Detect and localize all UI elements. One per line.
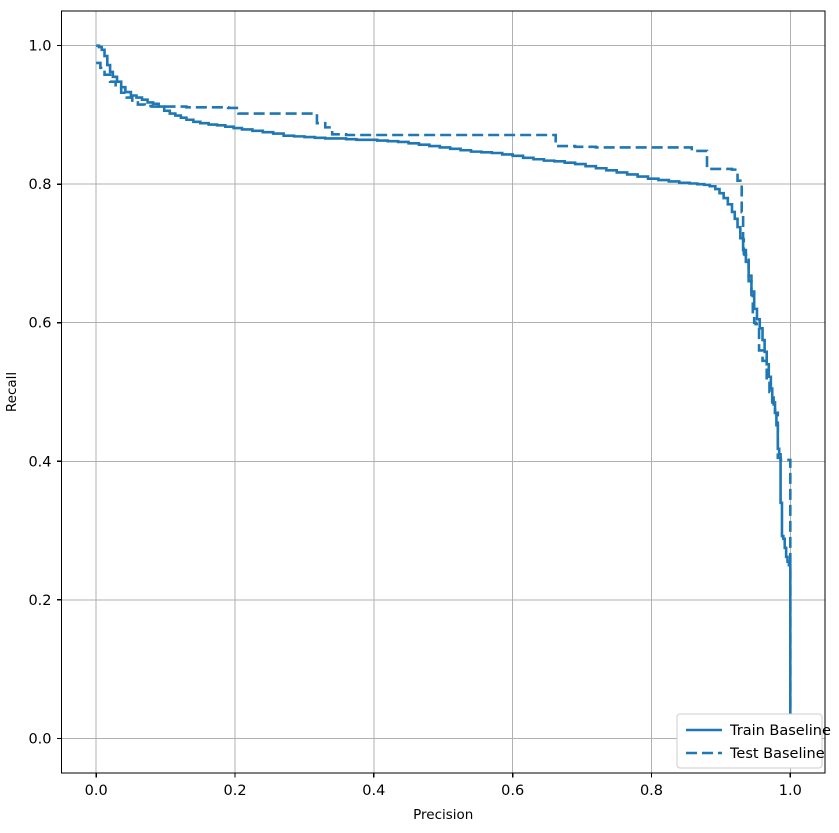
data-series	[96, 44, 792, 722]
x-tick-label: 1.0	[779, 783, 802, 799]
x-tick-label: 0.8	[640, 783, 663, 799]
x-tick-label: 0.4	[362, 783, 385, 799]
y-tick-label: 0.4	[28, 454, 51, 470]
axes-frame	[60, 10, 826, 774]
series-line-train-baseline	[96, 44, 792, 722]
tick-labels: 0.0 0.2 0.4 0.6 0.8 1.0 0.0 0.2 0.4 0.6 0.8 1.0	[28, 39, 801, 799]
gridlines	[61, 11, 825, 773]
y-tick-label: 0.0	[28, 731, 51, 747]
y-tick-label: 1.0	[28, 39, 51, 55]
y-tick-label: 0.8	[28, 177, 51, 193]
chart-legend: Train Baseline Test Baseline	[676, 713, 831, 769]
legend-label-test-baseline: Test Baseline	[729, 746, 825, 762]
x-tick-label: 0.2	[223, 783, 246, 799]
plot-frame	[60, 10, 826, 774]
x-tick-label: 0.0	[85, 783, 108, 799]
y-tick-label: 0.6	[28, 316, 51, 332]
series-line-test-baseline	[96, 61, 792, 722]
x-tick-label: 0.6	[501, 783, 524, 799]
x-axis-title: Precision	[413, 807, 473, 823]
y-axis-title: Recall	[4, 372, 20, 412]
tick-marks	[57, 45, 791, 778]
axis-titles: Precision Recall	[4, 372, 473, 823]
y-tick-label: 0.2	[28, 593, 51, 609]
legend-box	[676, 713, 823, 769]
legend-label-train-baseline: Train Baseline	[729, 723, 831, 739]
